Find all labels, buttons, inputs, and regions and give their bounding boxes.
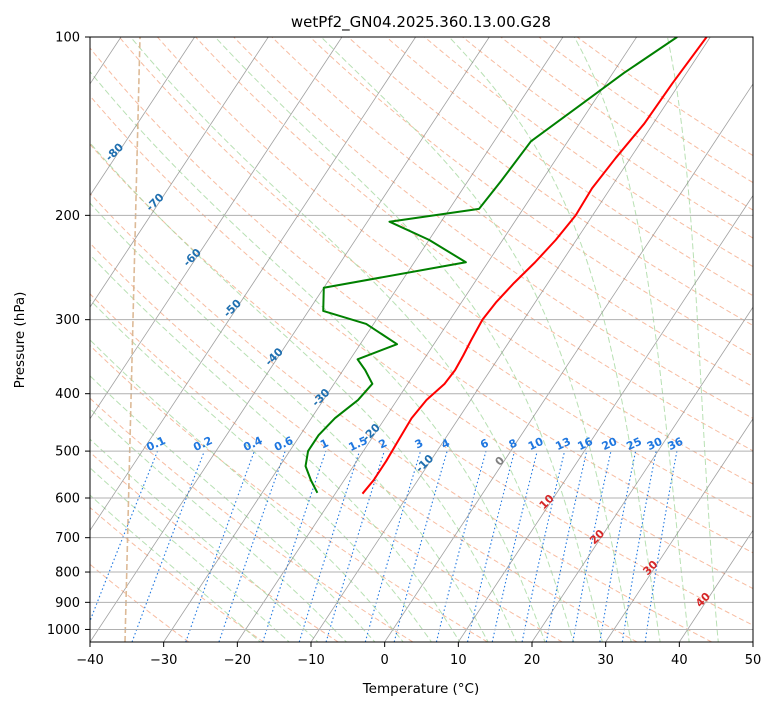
dry-adiabat bbox=[90, 47, 753, 554]
x-tick-label: −20 bbox=[224, 653, 251, 668]
moist-adiabat bbox=[90, 494, 262, 642]
skewed-isotherm bbox=[310, 37, 711, 642]
y-tick-label: 100 bbox=[55, 31, 80, 46]
mixing-ratio-line bbox=[491, 450, 538, 642]
x-tick-label: 10 bbox=[450, 653, 467, 668]
dry-adiabat bbox=[424, 37, 753, 268]
dry-adiabat bbox=[90, 293, 563, 642]
skewed-isotherm bbox=[90, 37, 269, 308]
skewed-isotherm bbox=[163, 37, 564, 642]
x-tick-label: −40 bbox=[76, 653, 103, 668]
y-tick-label: 200 bbox=[55, 209, 80, 224]
moist-adiabat bbox=[90, 202, 489, 642]
chart-title: wetPf2_GN04.2025.360.13.00.G28 bbox=[291, 13, 551, 32]
moist-adiabat bbox=[90, 142, 518, 642]
x-tick-label: 20 bbox=[524, 653, 541, 668]
y-tick-label: 300 bbox=[55, 313, 80, 328]
mixing-ratio-line bbox=[644, 450, 678, 642]
y-tick-label: 500 bbox=[55, 445, 80, 460]
dry-adiabat bbox=[347, 37, 753, 327]
dry-adiabat bbox=[90, 143, 753, 626]
mixing-ratio-line bbox=[393, 450, 448, 642]
x-tick-label: 40 bbox=[671, 653, 688, 668]
mixing-ratio-line bbox=[364, 450, 422, 642]
moist-adiabat bbox=[90, 254, 461, 642]
x-tick-label: 30 bbox=[597, 653, 614, 668]
dry-adiabat bbox=[576, 37, 753, 157]
moist-adiabat bbox=[90, 467, 290, 642]
dry-adiabat bbox=[90, 95, 753, 590]
x-tick-label: −30 bbox=[150, 653, 177, 668]
x-tick-label: 50 bbox=[745, 653, 762, 668]
mixing-ratio-line bbox=[325, 450, 385, 642]
y-tick-label: 400 bbox=[55, 387, 80, 402]
mixing-ratio-line bbox=[435, 450, 487, 642]
dry-adiabat bbox=[195, 37, 753, 452]
dry-adiabat bbox=[538, 37, 753, 184]
y-tick-label: 1000 bbox=[47, 623, 80, 638]
plot-frame bbox=[89, 36, 754, 643]
mixing-ratio-label: 20 bbox=[600, 435, 620, 453]
y-tick-label: 600 bbox=[55, 492, 80, 507]
x-axis-label: Temperature (°C) bbox=[362, 681, 480, 697]
pressure-gridlines bbox=[90, 37, 753, 630]
mixing-ratio-line bbox=[262, 450, 327, 642]
dry-adiabat bbox=[90, 242, 638, 642]
x-tick-label: −10 bbox=[297, 653, 324, 668]
mixing-ratio-line bbox=[466, 450, 516, 642]
skewed-isotherm bbox=[90, 37, 343, 420]
profile-series bbox=[304, 37, 708, 495]
skewed-isotherm bbox=[90, 37, 416, 532]
skewed-isotherm bbox=[236, 37, 637, 642]
moist-adiabat bbox=[320, 37, 632, 642]
moist-adiabat bbox=[214, 37, 603, 642]
mixing-ratio-line bbox=[545, 450, 588, 642]
mixing-ratio-line bbox=[218, 450, 286, 642]
moist-adiabat bbox=[130, 37, 575, 642]
skewed-isotherm bbox=[531, 306, 753, 642]
mixing-ratio-line bbox=[599, 450, 637, 642]
y-axis-ticks: 100 200 300 400 500 600 700 800 900 1000 bbox=[47, 31, 90, 638]
y-tick-label: 700 bbox=[55, 531, 80, 546]
moist-adiabat bbox=[90, 299, 433, 642]
dry-adiabat bbox=[271, 37, 753, 388]
mixing-ratio-label: 25 bbox=[624, 435, 643, 453]
x-axis-ticks: −40 −30 −20 −10 0 10 20 30 40 50 bbox=[76, 642, 761, 668]
dry-adiabat bbox=[386, 37, 753, 297]
background-lines bbox=[90, 37, 753, 642]
skewed-isotherm bbox=[90, 37, 490, 642]
freezing-curve bbox=[124, 37, 141, 642]
skewed-isotherm bbox=[605, 418, 753, 642]
moist-adiabat bbox=[666, 37, 719, 642]
y-tick-label: 900 bbox=[55, 596, 80, 611]
moist-adiabat bbox=[573, 37, 690, 642]
mixing-ratio-line bbox=[521, 450, 566, 642]
skewed-isotherm bbox=[90, 37, 195, 197]
dry-adiabat bbox=[90, 397, 414, 642]
mixing-ratio-line bbox=[572, 450, 612, 642]
mixing-ratio-label: 36 bbox=[666, 435, 686, 453]
mixing-ratio-line bbox=[298, 450, 361, 642]
mixing-ratio-label: 13 bbox=[553, 435, 572, 453]
skewed-isotherm bbox=[457, 194, 753, 642]
mixing-ratio-label: 10 bbox=[526, 435, 546, 453]
dry-adiabat bbox=[462, 37, 753, 239]
moist-adiabat bbox=[90, 70, 546, 642]
mixing-ratio-line bbox=[185, 450, 255, 642]
moist-adiabat bbox=[90, 408, 348, 642]
mixing-ratio-line bbox=[621, 450, 657, 642]
dewpoint-line bbox=[304, 37, 678, 494]
x-tick-label: 0 bbox=[381, 653, 389, 668]
skewed-isotherm bbox=[678, 529, 753, 642]
temperature-line bbox=[361, 37, 708, 495]
moist-adiabat bbox=[90, 339, 404, 642]
y-axis-label: Pressure (hPa) bbox=[12, 292, 28, 389]
mixing-ratio-label: 16 bbox=[576, 435, 596, 453]
skewed-isotherm bbox=[384, 83, 753, 642]
y-tick-label: 800 bbox=[55, 566, 80, 581]
mixing-ratio-label: 30 bbox=[645, 435, 665, 453]
